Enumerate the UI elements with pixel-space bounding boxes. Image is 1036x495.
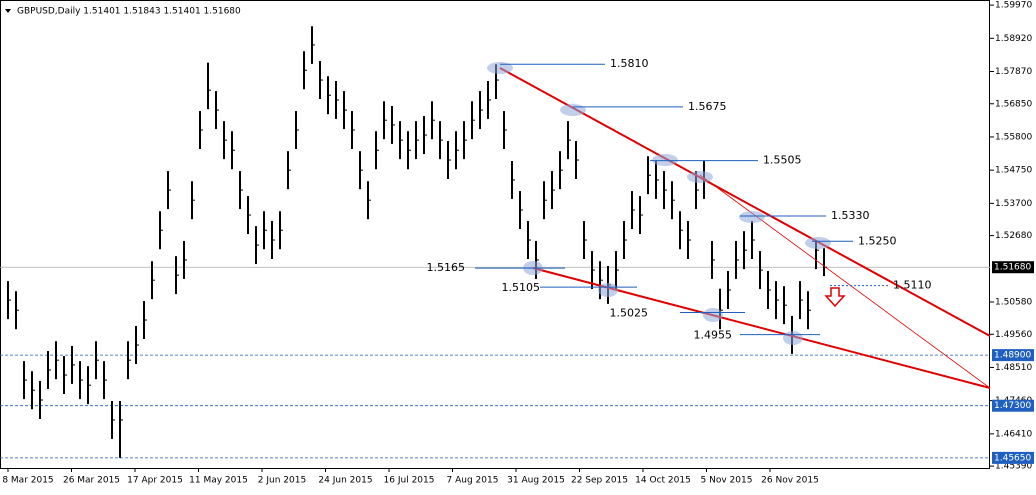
y-tick-label: 1.48510 [995,363,1032,373]
y-tick-label: 1.46410 [995,429,1032,439]
level-label: 1.4955 [694,329,733,342]
x-tick-label: 26 Nov 2015 [761,476,819,486]
y-tick-label: 1.52680 [995,231,1032,241]
y-tick-label: 1.55800 [995,132,1032,142]
y-tick-label: 1.54750 [995,166,1032,176]
price-level-box [992,349,1034,362]
y-tick-label: 1.57870 [995,67,1032,77]
level-label: 1.5105 [502,281,541,294]
price-level-box [992,261,1034,274]
level-label: 1.5025 [610,306,649,319]
x-tick-label: 14 Oct 2015 [635,476,691,486]
pivot [703,308,723,322]
pivot [652,154,678,166]
level-label: 1.5810 [610,57,649,70]
price-level-box [992,451,1034,464]
x-tick-label: 22 Sep 2015 [571,476,628,486]
pivot [687,171,713,183]
price-level-label: 1.51680 [994,263,1031,273]
y-tick-label: 1.45390 [995,462,1032,472]
level-label: 1.5165 [427,261,466,274]
level-label: 1.5505 [763,154,802,167]
x-tick-label: 16 Jul 2015 [384,476,435,486]
x-tick-label: 7 Aug 2015 [447,476,499,486]
x-tick-label: 8 Mar 2015 [2,476,53,486]
pivot [487,62,513,74]
pivot [598,283,618,297]
x-tick-label: 17 Apr 2015 [127,476,183,486]
pivot [783,331,803,345]
x-tick-label: 11 May 2015 [189,476,248,486]
pivot [560,104,586,116]
y-tick-label: 1.53700 [995,199,1032,209]
y-tick-label: 1.56850 [995,99,1032,109]
level-label: 1.5675 [688,100,727,113]
down-arrow [824,287,846,308]
level-label: 1.5110 [893,279,932,292]
price-level-label: 1.48900 [994,351,1031,361]
y-tick-label: 1.49560 [995,330,1032,340]
x-tick-label: 26 Mar 2015 [63,476,120,486]
header: GBPUSD,Daily 1.51401 1.51843 1.51401 1.5… [17,7,241,17]
pivot [739,211,765,223]
price-level-box [992,399,1034,412]
level-label: 1.5330 [831,209,870,222]
trend-line [699,174,991,389]
pivot [805,237,831,249]
price-level-label: 1.45650 [994,453,1031,463]
x-tick-label: 5 Nov 2015 [701,476,753,486]
level-label: 1.5250 [858,234,897,247]
y-tick-label: 1.58920 [995,34,1032,44]
x-tick-label: 24 Jun 2015 [318,476,372,486]
y-tick-label: 1.50580 [995,298,1032,308]
x-tick-label: 2 Jun 2015 [258,476,306,486]
x-tick-label: 31 Aug 2015 [507,476,565,486]
y-tick-label: 1.59970 [995,1,1032,11]
menu-arrow [5,9,11,13]
price-level-label: 1.47300 [994,401,1031,411]
